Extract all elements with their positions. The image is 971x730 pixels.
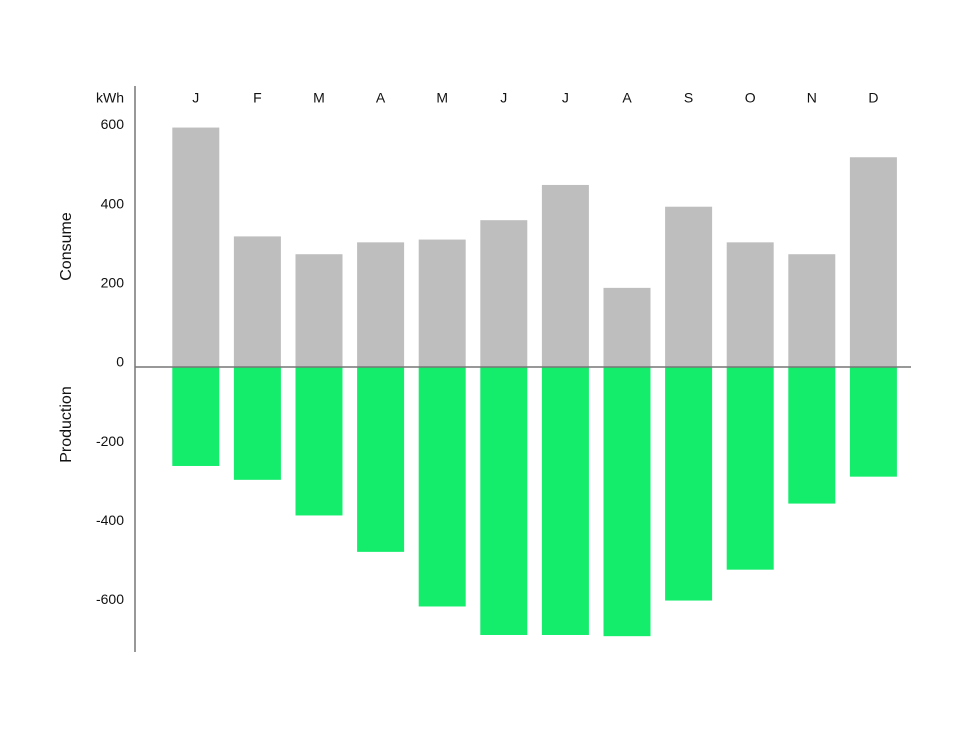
x-tick-label: A: [376, 90, 386, 106]
x-tick-label: O: [745, 90, 756, 106]
x-tick-label: J: [562, 90, 569, 106]
x-tick-label: J: [192, 90, 199, 106]
bar: [541, 184, 589, 368]
bar: [480, 220, 528, 368]
series-label: Consume: [58, 212, 75, 281]
bar: [541, 367, 589, 635]
y-tick-label: -600: [96, 591, 124, 607]
bar: [418, 367, 466, 607]
bar: [480, 367, 528, 635]
bar: [603, 367, 651, 637]
series-label: Production: [58, 386, 75, 463]
y-tick-label: 400: [101, 195, 125, 211]
x-tick-label: N: [807, 90, 817, 106]
bar: [172, 127, 220, 368]
x-tick-label: A: [622, 90, 632, 106]
bar: [788, 367, 836, 504]
bar: [233, 367, 281, 480]
y-tick-label: 200: [101, 275, 125, 291]
bar: [295, 254, 343, 368]
y-tick-label: 0: [116, 354, 124, 370]
x-tick-label: J: [500, 90, 507, 106]
x-tick-label: F: [253, 90, 262, 106]
y-tick-label: -400: [96, 512, 124, 528]
bar: [233, 236, 281, 368]
bar: [357, 367, 405, 552]
bar: [665, 367, 713, 601]
unit-label: kWh: [96, 90, 124, 106]
y-tick-label: -200: [96, 433, 124, 449]
y-tick-label: 600: [101, 116, 125, 132]
bar: [665, 206, 713, 368]
bar: [726, 242, 774, 368]
x-tick-label: M: [313, 90, 325, 106]
bar: [418, 239, 466, 368]
bar: [357, 242, 405, 368]
bar: [849, 157, 897, 368]
x-tick-label: M: [436, 90, 448, 106]
bar: [295, 367, 343, 516]
bar: [172, 367, 220, 466]
bar: [603, 287, 651, 368]
x-tick-label: S: [684, 90, 693, 106]
x-tick-label: D: [868, 90, 878, 106]
bar: [788, 254, 836, 368]
bar: [849, 367, 897, 477]
bar: [726, 367, 774, 570]
